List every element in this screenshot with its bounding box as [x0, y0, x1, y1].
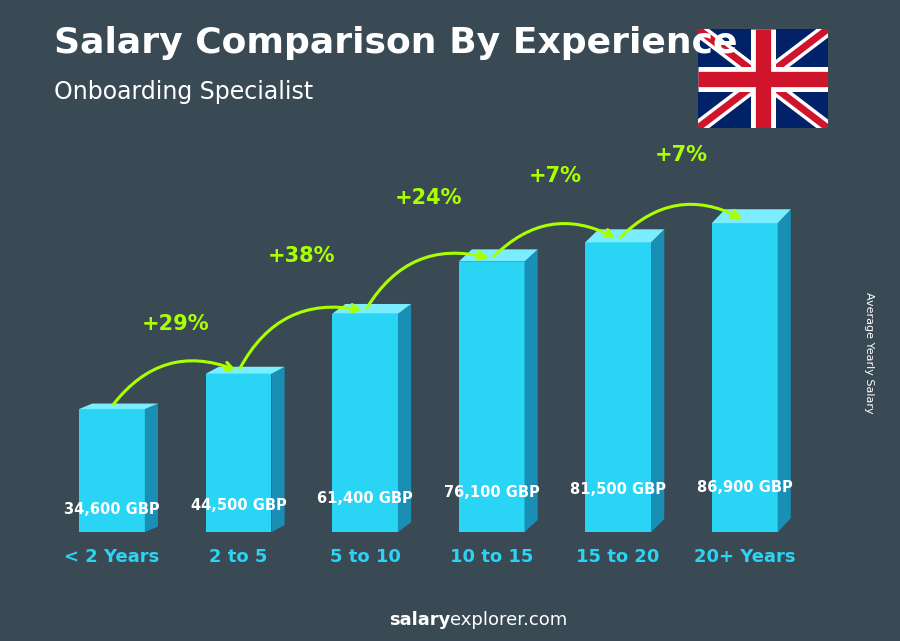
Polygon shape — [712, 209, 791, 223]
Text: explorer.com: explorer.com — [450, 612, 567, 629]
Polygon shape — [459, 249, 537, 262]
Text: 76,100 GBP: 76,100 GBP — [444, 485, 539, 499]
Text: +29%: +29% — [141, 313, 209, 333]
Text: 10 to 15: 10 to 15 — [450, 548, 534, 566]
Polygon shape — [79, 404, 158, 409]
Polygon shape — [332, 314, 398, 532]
Polygon shape — [778, 209, 791, 532]
Text: +24%: +24% — [394, 188, 462, 208]
Polygon shape — [145, 404, 158, 532]
Text: Onboarding Specialist: Onboarding Specialist — [54, 80, 313, 104]
Text: < 2 Years: < 2 Years — [64, 548, 159, 566]
Text: 44,500 GBP: 44,500 GBP — [191, 498, 286, 513]
Text: 34,600 GBP: 34,600 GBP — [64, 503, 160, 517]
Text: Salary Comparison By Experience: Salary Comparison By Experience — [54, 26, 737, 60]
Polygon shape — [205, 374, 272, 532]
Polygon shape — [272, 367, 284, 532]
Text: 20+ Years: 20+ Years — [694, 548, 796, 566]
Polygon shape — [79, 409, 145, 532]
Polygon shape — [585, 229, 664, 242]
Text: +7%: +7% — [528, 166, 581, 187]
Text: +7%: +7% — [655, 145, 708, 165]
Polygon shape — [459, 262, 525, 532]
Text: salary: salary — [389, 612, 450, 629]
Text: Average Yearly Salary: Average Yearly Salary — [863, 292, 874, 413]
Polygon shape — [712, 223, 778, 532]
Polygon shape — [585, 242, 651, 532]
Polygon shape — [651, 229, 664, 532]
Polygon shape — [525, 249, 537, 532]
Polygon shape — [332, 304, 411, 314]
Polygon shape — [398, 304, 411, 532]
Text: +38%: +38% — [268, 246, 336, 266]
Text: 5 to 10: 5 to 10 — [329, 548, 400, 566]
Text: 2 to 5: 2 to 5 — [210, 548, 267, 566]
Text: 61,400 GBP: 61,400 GBP — [317, 491, 413, 506]
Text: 15 to 20: 15 to 20 — [577, 548, 660, 566]
Polygon shape — [205, 367, 284, 374]
Text: 81,500 GBP: 81,500 GBP — [571, 482, 666, 497]
Text: 86,900 GBP: 86,900 GBP — [697, 480, 793, 495]
